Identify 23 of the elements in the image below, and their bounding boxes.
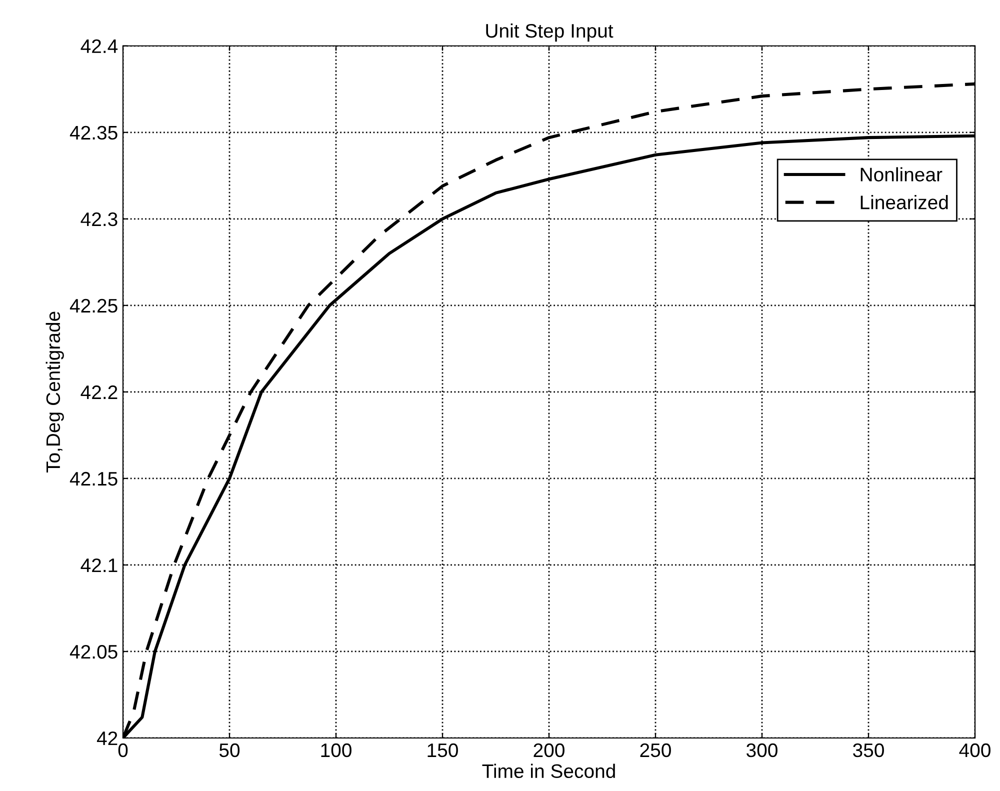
y-tick-label: 42.4 [80,39,118,53]
y-tick-label: 42.05 [70,644,118,659]
x-tick-label: 250 [640,743,671,758]
x-tick-label: 200 [534,743,564,758]
y-tick-label: 42.3 [80,212,118,226]
y-tick-label: 42.35 [70,126,118,140]
x-tick-label: 300 [746,743,778,758]
x-axis-title: Time in Second [482,764,615,778]
y-axis-title: To,Deg Centigrade [46,312,64,473]
x-tick-label: 0 [118,743,128,758]
legend-label: Nonlinear [860,167,942,182]
x-tick-label: 150 [428,743,458,758]
y-tick-label: 42.15 [70,472,118,486]
legend-label: Linearized [860,195,948,210]
x-tick-label: 400 [959,743,990,758]
x-tick-label: 50 [219,743,240,758]
x-tick-label: 100 [321,743,352,758]
y-tick-label: 42.25 [70,298,118,313]
chart-title: Unit Step Input [486,23,614,42]
x-tick-label: 350 [853,743,884,758]
y-tick-label: 42.1 [80,558,118,572]
y-tick-label: 42.2 [80,385,118,399]
y-tick-label: 42 [96,731,118,746]
